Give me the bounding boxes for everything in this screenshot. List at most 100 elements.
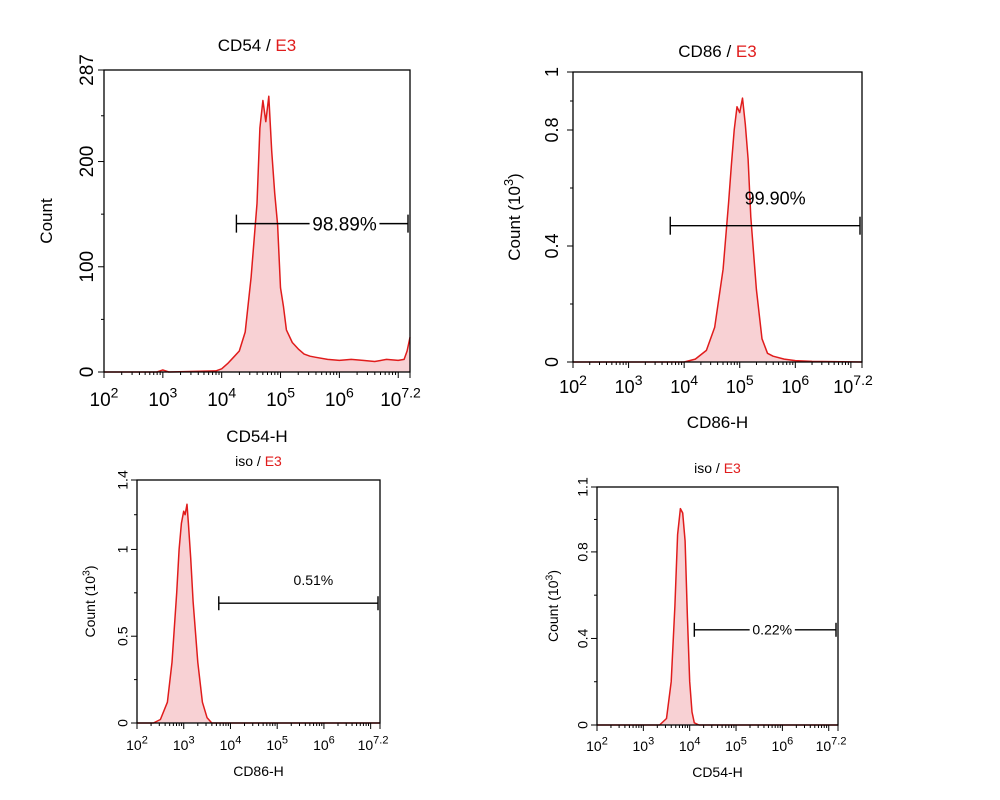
gate-marker: 0.51% bbox=[218, 572, 379, 611]
x-tick-exponent: 7.2 bbox=[401, 384, 421, 400]
x-tick-label: 106 bbox=[772, 736, 794, 754]
panel-title: CD54 / E3 bbox=[218, 36, 296, 55]
x-tick-exponent: 5 bbox=[746, 372, 754, 388]
title-marker: iso bbox=[235, 453, 253, 469]
y-axis-label-close: ) bbox=[545, 570, 561, 575]
y-axis-label: Count (103) bbox=[543, 570, 561, 642]
x-tick-exponent: 6 bbox=[787, 736, 793, 748]
x-tick-exponent: 7.2 bbox=[853, 372, 873, 388]
gate-marker: 98.89% bbox=[235, 214, 409, 235]
x-tick-base: 10 bbox=[772, 738, 788, 754]
title-separator: / bbox=[712, 460, 724, 476]
x-tick-label: 103 bbox=[632, 736, 654, 754]
x-tick-exponent: 2 bbox=[602, 736, 608, 748]
x-tick-base: 10 bbox=[266, 737, 282, 753]
x-tick-base: 10 bbox=[325, 390, 346, 411]
y-axis-label-exponent: 3 bbox=[501, 179, 516, 186]
gate-percentage: 0.22% bbox=[752, 622, 792, 638]
x-axis-label: CD54-H bbox=[692, 764, 743, 780]
gate-marker: 0.22% bbox=[693, 622, 837, 638]
x-axis-label: CD86-H bbox=[233, 763, 284, 779]
x-tick-label: 106 bbox=[313, 735, 335, 753]
x-tick-label: 103 bbox=[148, 384, 177, 411]
y-tick-label: 0 bbox=[542, 357, 562, 367]
y-axis-label: Count (103) bbox=[80, 566, 98, 638]
title-sample: E3 bbox=[736, 42, 757, 61]
gate-percentage: 0.51% bbox=[294, 572, 334, 588]
plot-frame bbox=[596, 486, 839, 726]
x-tick-base: 10 bbox=[313, 737, 329, 753]
x-tick-base: 10 bbox=[148, 390, 169, 411]
x-tick-base: 10 bbox=[632, 738, 648, 754]
y-axis-label-exponent: 3 bbox=[80, 570, 92, 576]
x-tick-exponent: 2 bbox=[142, 735, 148, 747]
x-tick-exponent: 2 bbox=[111, 384, 119, 400]
x-tick-label: 104 bbox=[207, 384, 236, 411]
x-tick-exponent: 4 bbox=[694, 736, 700, 748]
x-tick-base: 10 bbox=[781, 377, 801, 397]
x-tick-exponent: 7.2 bbox=[831, 736, 846, 748]
x-tick-base: 10 bbox=[220, 737, 236, 753]
title-marker: CD86 bbox=[678, 42, 721, 61]
x-tick-label: 102 bbox=[126, 735, 148, 753]
y-axis-label-text: Count (10 bbox=[505, 186, 524, 261]
x-tick-exponent: 4 bbox=[690, 372, 698, 388]
x-tick-exponent: 7.2 bbox=[373, 735, 388, 747]
y-tick-label: 0.8 bbox=[575, 542, 591, 562]
x-tick-exponent: 3 bbox=[188, 735, 194, 747]
x-tick-label: 104 bbox=[679, 736, 701, 754]
x-tick-base: 10 bbox=[833, 377, 853, 397]
x-tick-label: 102 bbox=[559, 372, 587, 397]
y-axis-label: Count (103) bbox=[501, 173, 524, 260]
y-tick-label: 100 bbox=[77, 251, 98, 283]
histogram-fill bbox=[597, 508, 838, 725]
y-axis-label-close: ) bbox=[82, 566, 98, 571]
x-tick-exponent: 6 bbox=[346, 384, 354, 400]
x-tick-label: 104 bbox=[670, 372, 698, 397]
title-separator: / bbox=[722, 42, 736, 61]
x-tick-exponent: 5 bbox=[287, 384, 295, 400]
x-tick-label: 106 bbox=[781, 372, 809, 397]
x-axis-label: CD54-H bbox=[226, 427, 287, 446]
x-tick-base: 10 bbox=[207, 390, 228, 411]
title-separator: / bbox=[261, 36, 275, 55]
x-tick-base: 10 bbox=[670, 377, 690, 397]
x-tick-label: 103 bbox=[615, 372, 643, 397]
y-tick-label: 0.4 bbox=[575, 629, 591, 649]
x-tick-base: 10 bbox=[586, 738, 602, 754]
x-tick-base: 10 bbox=[615, 377, 635, 397]
x-axis-label: CD86-H bbox=[687, 413, 748, 432]
histogram-fill bbox=[573, 98, 862, 362]
x-tick-base: 10 bbox=[725, 738, 741, 754]
x-tick-exponent: 6 bbox=[329, 735, 335, 747]
x-tick-label: 105 bbox=[726, 372, 754, 397]
x-tick-exponent: 3 bbox=[648, 736, 654, 748]
title-sample: E3 bbox=[275, 36, 296, 55]
histogram-line bbox=[104, 95, 411, 373]
y-tick-label: 0.5 bbox=[115, 626, 131, 646]
x-tick-base: 10 bbox=[266, 390, 287, 411]
x-tick-label: 106 bbox=[325, 384, 354, 411]
panel-title: iso / E3 bbox=[235, 453, 282, 469]
y-tick-label: 287 bbox=[77, 54, 98, 86]
histogram-fill bbox=[137, 504, 380, 723]
y-tick-label: 1 bbox=[542, 67, 562, 77]
y-axis-label: Count bbox=[37, 198, 56, 244]
x-tick-base: 10 bbox=[380, 390, 401, 411]
x-tick-base: 10 bbox=[126, 737, 142, 753]
title-marker: CD54 bbox=[218, 36, 261, 55]
y-tick-label: 0.8 bbox=[542, 117, 562, 142]
x-tick-label: 105 bbox=[725, 736, 747, 754]
x-tick-exponent: 4 bbox=[228, 384, 236, 400]
x-tick-base: 10 bbox=[559, 377, 579, 397]
y-tick-label: 200 bbox=[77, 146, 98, 178]
y-tick-label: 1.1 bbox=[575, 477, 591, 497]
x-tick-label: 105 bbox=[266, 384, 295, 411]
x-tick-label: 107.2 bbox=[380, 384, 421, 411]
y-axis-label-text: Count (10 bbox=[82, 576, 98, 638]
